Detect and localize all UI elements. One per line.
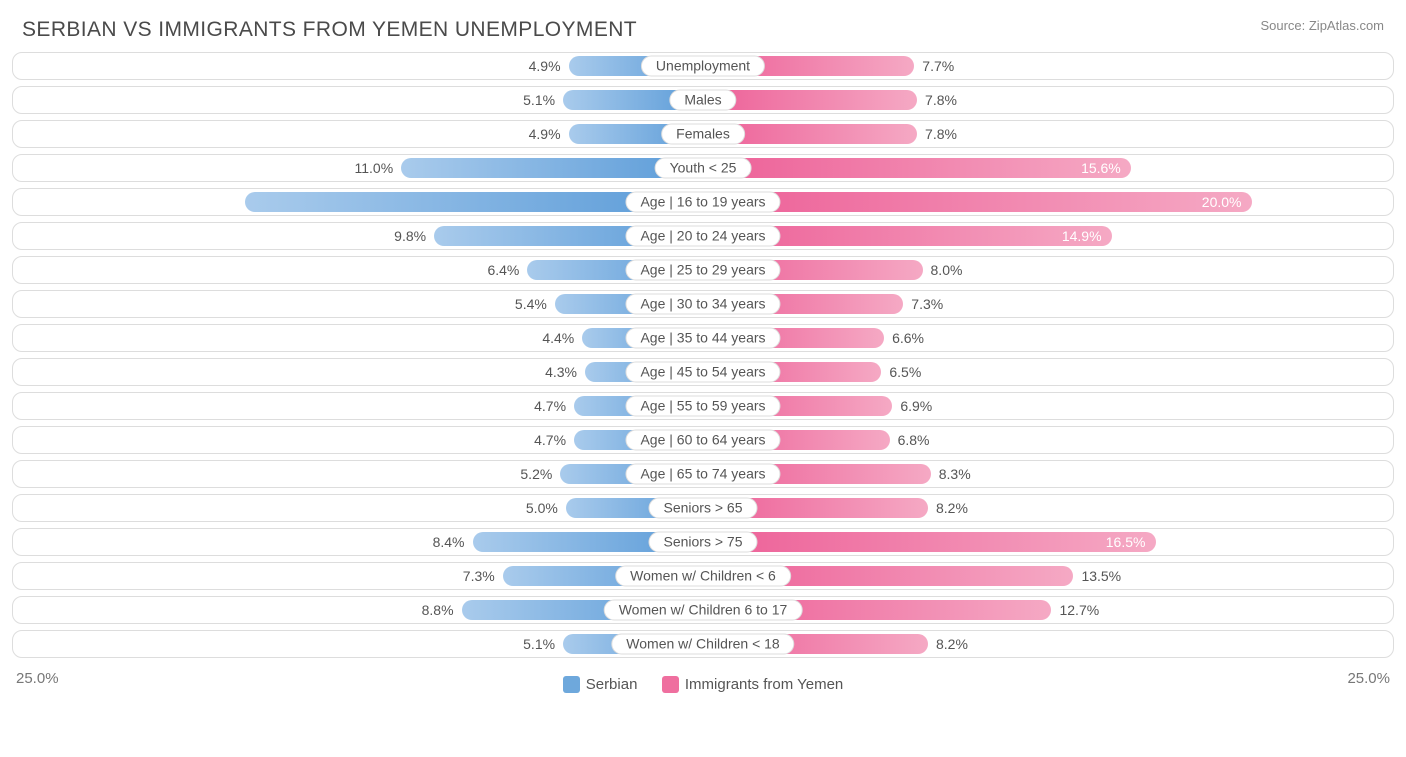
chart-row: 4.9% 7.7% Unemployment (12, 52, 1394, 80)
bar-right (703, 158, 1131, 178)
chart-row: 7.3% 13.5% Women w/ Children < 6 (12, 562, 1394, 590)
value-right: 8.2% (936, 500, 968, 516)
value-right: 6.8% (898, 432, 930, 448)
row-label: Age | 65 to 74 years (625, 464, 780, 485)
axis-max-left: 25.0% (16, 670, 59, 687)
chart-row: 4.4% 6.6% Age | 35 to 44 years (12, 324, 1394, 352)
value-right: 8.2% (936, 636, 968, 652)
chart-row: 5.2% 8.3% Age | 65 to 74 years (12, 460, 1394, 488)
legend-label-left: Serbian (586, 676, 638, 693)
value-left: 5.2% (520, 466, 552, 482)
row-label: Males (669, 90, 736, 111)
chart-row: 9.8% 14.9% Age | 20 to 24 years (12, 222, 1394, 250)
chart-row: 8.8% 12.7% Women w/ Children 6 to 17 (12, 596, 1394, 624)
row-label: Age | 20 to 24 years (625, 226, 780, 247)
legend-label-right: Immigrants from Yemen (685, 676, 843, 693)
legend-swatch-left (563, 676, 580, 693)
value-right: 15.6% (1081, 160, 1121, 176)
value-left: 5.4% (515, 296, 547, 312)
value-right: 20.0% (1202, 194, 1242, 210)
value-left: 4.7% (534, 398, 566, 414)
chart-source: Source: ZipAtlas.com (1260, 18, 1384, 33)
row-label: Age | 16 to 19 years (625, 192, 780, 213)
value-left: 5.1% (523, 92, 555, 108)
value-right: 7.7% (922, 58, 954, 74)
row-label: Women w/ Children < 6 (615, 566, 791, 587)
value-right: 8.0% (931, 262, 963, 278)
value-left: 4.9% (529, 126, 561, 142)
value-right: 6.9% (900, 398, 932, 414)
bar-right (703, 192, 1252, 212)
chart-row: 5.1% 8.2% Women w/ Children < 18 (12, 630, 1394, 658)
chart-row: 4.9% 7.8% Females (12, 120, 1394, 148)
legend-item-right: Immigrants from Yemen (662, 676, 843, 693)
value-left: 9.8% (394, 228, 426, 244)
legend: Serbian Immigrants from Yemen (12, 672, 1394, 698)
value-right: 7.8% (925, 92, 957, 108)
value-left: 8.4% (433, 534, 465, 550)
chart-row: 5.0% 8.2% Seniors > 65 (12, 494, 1394, 522)
chart-row: 4.7% 6.9% Age | 55 to 59 years (12, 392, 1394, 420)
value-right: 7.3% (911, 296, 943, 312)
value-right: 13.5% (1081, 568, 1121, 584)
row-label: Unemployment (641, 56, 765, 77)
chart-row: 16.7%20.0%Age | 16 to 19 years (12, 188, 1394, 216)
value-right: 16.5% (1106, 534, 1146, 550)
row-label: Age | 55 to 59 years (625, 396, 780, 417)
row-label: Age | 45 to 54 years (625, 362, 780, 383)
row-label: Seniors > 75 (649, 532, 758, 553)
butterfly-chart: 4.9% 7.7% Unemployment 5.1% 7.8% Males 4.9% 7.8… (0, 52, 1406, 658)
value-left: 4.3% (545, 364, 577, 380)
row-label: Females (661, 124, 745, 145)
row-label: Age | 30 to 34 years (625, 294, 780, 315)
legend-swatch-right (662, 676, 679, 693)
value-right: 6.6% (892, 330, 924, 346)
row-label: Youth < 25 (655, 158, 752, 179)
value-left: 5.0% (526, 500, 558, 516)
value-left: 8.8% (422, 602, 454, 618)
row-label: Age | 60 to 64 years (625, 430, 780, 451)
value-left: 7.3% (463, 568, 495, 584)
value-right: 14.9% (1062, 228, 1102, 244)
value-right: 8.3% (939, 466, 971, 482)
row-label: Women w/ Children 6 to 17 (604, 600, 803, 621)
value-right: 6.5% (889, 364, 921, 380)
value-left: 4.9% (529, 58, 561, 74)
value-left: 6.4% (487, 262, 519, 278)
bar-right (703, 532, 1156, 552)
row-label: Age | 25 to 29 years (625, 260, 780, 281)
axis-max-right: 25.0% (1347, 670, 1390, 687)
value-left: 11.0% (355, 160, 394, 176)
chart-row: 5.1% 7.8% Males (12, 86, 1394, 114)
chart-row: 5.4% 7.3% Age | 30 to 34 years (12, 290, 1394, 318)
legend-item-left: Serbian (563, 676, 638, 693)
row-label: Seniors > 65 (649, 498, 758, 519)
chart-row: 8.4% 16.5% Seniors > 75 (12, 528, 1394, 556)
chart-row: 4.3% 6.5% Age | 45 to 54 years (12, 358, 1394, 386)
chart-row: 6.4% 8.0% Age | 25 to 29 years (12, 256, 1394, 284)
row-label: Age | 35 to 44 years (625, 328, 780, 349)
row-label: Women w/ Children < 18 (611, 634, 794, 655)
chart-row: 11.0% 15.6% Youth < 25 (12, 154, 1394, 182)
value-left: 4.7% (534, 432, 566, 448)
chart-row: 4.7% 6.8% Age | 60 to 64 years (12, 426, 1394, 454)
value-right: 12.7% (1059, 602, 1099, 618)
value-right: 7.8% (925, 126, 957, 142)
value-left: 5.1% (523, 636, 555, 652)
chart-title: SERBIAN VS IMMIGRANTS FROM YEMEN UNEMPLO… (22, 18, 637, 42)
value-left: 4.4% (542, 330, 574, 346)
